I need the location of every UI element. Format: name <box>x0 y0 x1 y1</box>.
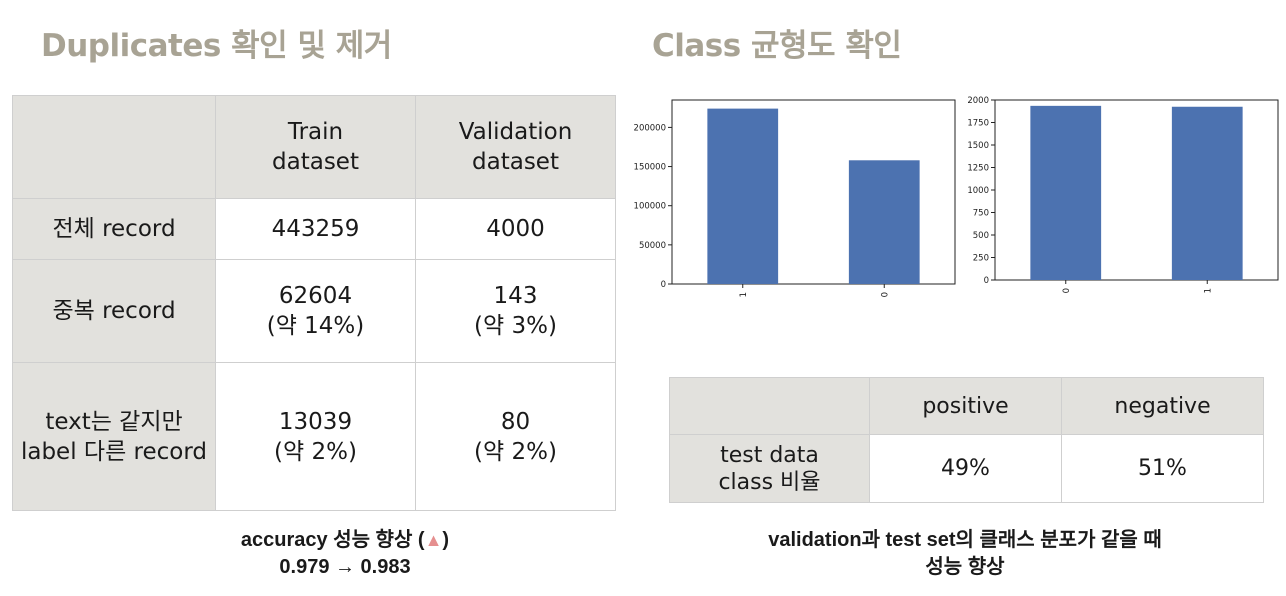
train-cell: 13039 (약 2%) <box>215 362 416 511</box>
train-cell: 62604 (약 14%) <box>215 259 416 363</box>
bar <box>707 108 779 284</box>
class-ratio-table: positive negative test data class 비율 49%… <box>669 377 1264 503</box>
y-tick-label: 200000 <box>634 123 666 133</box>
y-tick-label: 750 <box>973 209 989 219</box>
y-tick-label: 2000 <box>967 96 989 106</box>
row-label-line: text는 같지만 <box>45 408 183 435</box>
validation-class-bar-chart: 0 250 500 750 1000 1250 1500 1750 2000 0 1 <box>967 96 1279 293</box>
row-label-line: 중복 record <box>52 298 176 324</box>
row-label-line: test data <box>720 442 819 468</box>
duplicates-table: Train dataset Validation dataset 전체 reco… <box>12 95 616 511</box>
table-row: test data class 비율 49% 51% <box>669 434 1264 503</box>
duplicates-title: Duplicates 확인 및 제거 <box>41 28 392 64</box>
train-cell: 443259 <box>215 198 416 260</box>
empty-header-cell <box>12 95 216 199</box>
header-validation: Validation dataset <box>415 95 616 199</box>
y-tick-label: 1750 <box>967 119 989 129</box>
train-value: 443259 <box>271 216 360 242</box>
header-positive: positive <box>869 377 1062 435</box>
empty-header-cell <box>669 377 870 435</box>
validation-percent: (약 2%) <box>474 438 557 465</box>
accuracy-note: accuracy 성능 향상 (▲) 0.979 → 0.983 <box>120 527 570 581</box>
table-row: 중복 record 62604 (약 14%) 143 (약 3%) <box>12 259 616 363</box>
x-tick-label: 0 <box>880 292 890 297</box>
row-label-line: label 다른 record <box>20 438 208 465</box>
validation-cell: 4000 <box>415 198 616 260</box>
validation-cell: 143 (약 3%) <box>415 259 616 363</box>
header-train-line: dataset <box>272 149 359 175</box>
header-negative: negative <box>1061 377 1264 435</box>
table-row: text는 같지만 label 다른 record 13039 (약 2%) 8… <box>12 362 616 511</box>
train-percent: (약 2%) <box>274 438 357 465</box>
y-tick-label: 100000 <box>634 202 666 212</box>
accuracy-note-line-1: accuracy 성능 향상 (▲) <box>120 527 570 554</box>
distribution-note-line-1: validation과 test set의 클래스 분포가 같을 때 <box>768 529 1162 551</box>
x-tick-label: 1 <box>739 292 749 297</box>
y-tick-label: 0 <box>984 276 989 286</box>
y-tick-label: 250 <box>973 254 989 264</box>
x-tick-label: 1 <box>1203 288 1213 293</box>
row-label: 전체 record <box>12 198 216 260</box>
row-label: text는 같지만 label 다른 record <box>12 362 216 511</box>
accuracy-note-close: ) <box>442 529 450 551</box>
y-tick-label: 1500 <box>967 141 989 151</box>
train-class-bar-chart: 0 50000 100000 150000 200000 1 0 <box>634 99 956 297</box>
accuracy-note-text: accuracy 성능 향상 ( <box>240 529 425 551</box>
row-label-line: class 비율 <box>718 469 821 495</box>
y-tick-label: 150000 <box>634 163 666 173</box>
table-header-row: positive negative <box>669 377 1264 435</box>
table-header-row: Train dataset Validation dataset <box>12 95 616 199</box>
positive-value: 49% <box>869 434 1062 503</box>
x-tick-label: 0 <box>1062 288 1072 293</box>
bar <box>1030 105 1102 280</box>
header-validation-line: dataset <box>472 149 559 175</box>
validation-cell: 80 (약 2%) <box>415 362 616 511</box>
distribution-note-line-2: 성능 향상 <box>925 556 1005 578</box>
y-tick-label: 1250 <box>967 164 989 174</box>
y-tick-label: 500 <box>973 231 989 241</box>
accuracy-note-line-2: 0.979 → 0.983 <box>279 556 411 578</box>
row-label: test data class 비율 <box>669 434 870 503</box>
bar <box>1171 106 1243 280</box>
y-tick-label: 50000 <box>639 241 666 251</box>
validation-percent: (약 3%) <box>474 313 557 339</box>
table-row: 전체 record 443259 4000 <box>12 198 616 260</box>
header-train: Train dataset <box>215 95 416 199</box>
train-percent: (약 14%) <box>266 313 365 339</box>
y-tick-label: 0 <box>661 280 666 290</box>
distribution-note: validation과 test set의 클래스 분포가 같을 때 성능 향상 <box>660 527 1270 581</box>
header-validation-line: Validation <box>458 119 573 145</box>
validation-value: 143 <box>493 283 538 309</box>
train-value: 13039 <box>278 408 353 435</box>
triangle-up-icon: ▲ <box>424 530 443 550</box>
y-tick-label: 1000 <box>967 186 989 196</box>
validation-value: 80 <box>500 408 531 435</box>
validation-value: 4000 <box>486 216 545 242</box>
row-label-line: 전체 record <box>52 216 176 242</box>
header-train-line: Train <box>287 119 344 145</box>
class-balance-title: Class 균형도 확인 <box>652 28 902 64</box>
train-value: 62604 <box>278 283 353 309</box>
bar <box>848 160 920 284</box>
row-label: 중복 record <box>12 259 216 363</box>
negative-value: 51% <box>1061 434 1264 503</box>
